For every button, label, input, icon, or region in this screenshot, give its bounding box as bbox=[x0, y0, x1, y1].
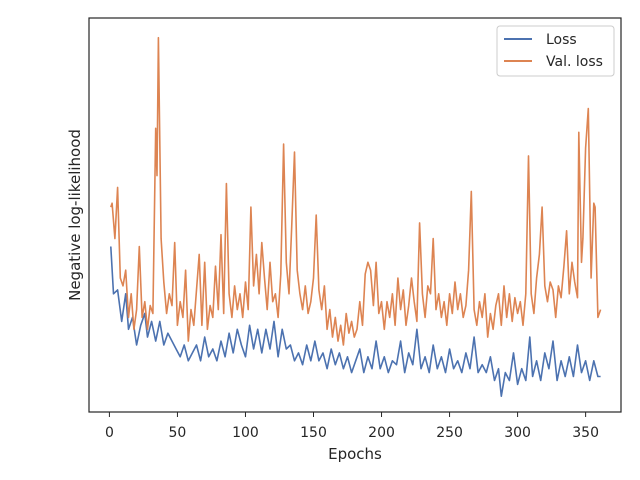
legend-label-loss: Loss bbox=[546, 32, 577, 48]
x-tick-label: 150 bbox=[300, 425, 327, 441]
x-tick-label: 250 bbox=[436, 425, 463, 441]
x-axis-ticks: 0 50 100 150 200 250 300 350 bbox=[105, 412, 599, 441]
x-tick-label: 200 bbox=[368, 425, 395, 441]
x-tick-label: 300 bbox=[504, 425, 531, 441]
x-tick-label: 0 bbox=[105, 425, 114, 441]
series-line-loss bbox=[110, 246, 601, 398]
plot-area-frame bbox=[88, 17, 622, 413]
legend-label-val-loss: Val. loss bbox=[546, 54, 603, 70]
x-tick-label: 50 bbox=[169, 425, 187, 441]
x-tick-label: 100 bbox=[232, 425, 259, 441]
series-layer bbox=[110, 36, 602, 398]
x-tick-label: 350 bbox=[572, 425, 599, 441]
legend: Loss Val. loss bbox=[496, 25, 615, 77]
series-line-val-loss bbox=[110, 36, 602, 346]
x-axis-label: Epochs bbox=[328, 445, 382, 463]
y-axis-label: Negative log-likelihood bbox=[66, 129, 84, 301]
